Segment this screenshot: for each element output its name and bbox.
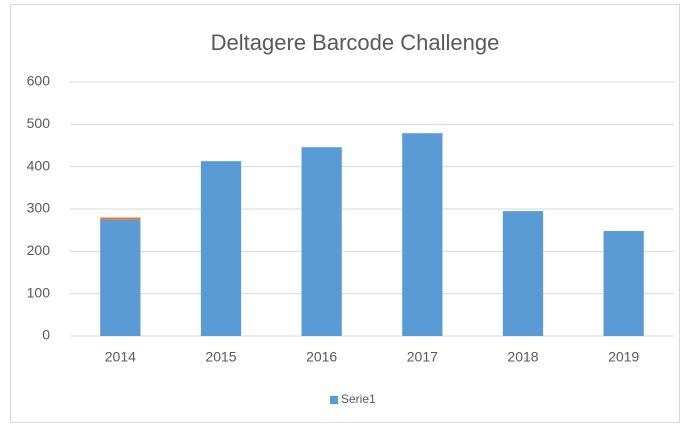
bar <box>301 147 342 336</box>
y-tick-label: 100 <box>27 284 51 300</box>
x-tick-label: 2016 <box>306 349 337 365</box>
bar <box>402 133 443 336</box>
chart-border <box>10 4 680 423</box>
bar <box>502 211 544 336</box>
bar <box>100 219 141 336</box>
y-tick-label: 0 <box>42 327 50 343</box>
x-tick-label: 2017 <box>407 349 438 365</box>
bar <box>603 231 644 336</box>
y-tick-label: 500 <box>27 115 51 131</box>
legend-swatch <box>330 396 338 404</box>
y-tick-label: 600 <box>27 73 51 89</box>
y-tick-label: 300 <box>27 200 51 216</box>
bar <box>100 217 141 220</box>
legend-label: Serie1 <box>341 392 376 406</box>
chart-title: Deltagere Barcode Challenge <box>211 30 500 55</box>
y-tick-label: 400 <box>27 157 51 173</box>
y-tick-label: 200 <box>27 242 51 258</box>
x-tick-label: 2014 <box>105 349 136 365</box>
bar <box>200 161 242 336</box>
x-tick-label: 2018 <box>507 349 538 365</box>
x-tick-label: 2015 <box>205 349 236 365</box>
x-tick-label: 2019 <box>608 349 639 365</box>
